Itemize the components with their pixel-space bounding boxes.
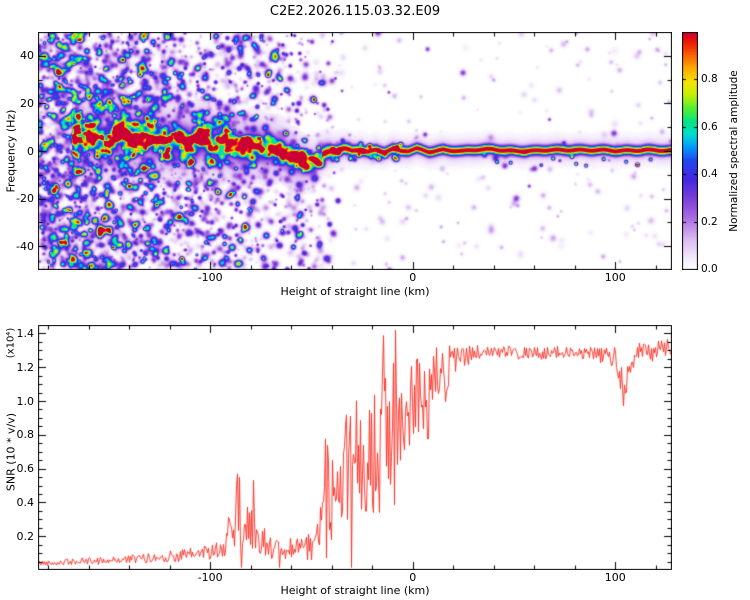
spec-x-axis-label: Height of straight line (km) <box>280 285 430 298</box>
tick-label: -100 <box>197 571 223 584</box>
tick-label: 0.8 <box>16 428 35 442</box>
tick-label: -40 <box>16 239 34 253</box>
snr-canvas <box>38 325 672 570</box>
figure-title: C2E2.2026.115.03.32.E09 <box>269 4 441 19</box>
tick-label: -20 <box>16 192 34 206</box>
tick-label: 0 <box>409 271 417 284</box>
tick-label: 0.6 <box>701 120 718 133</box>
tick-label: 1.0 <box>16 394 35 408</box>
spectrogram-canvas <box>38 32 672 270</box>
tick-label: 0.4 <box>16 495 35 509</box>
tick-label: 1.4 <box>16 326 35 340</box>
tick-label: -100 <box>197 271 223 284</box>
tick-label: 20 <box>20 96 34 110</box>
snr-y-axis-label: SNR (10 * v/v) <box>4 412 18 492</box>
tick-label: 40 <box>20 49 34 63</box>
tick-label: 0.2 <box>16 529 35 543</box>
tick-label: 0.4 <box>701 168 718 181</box>
colorbar-canvas <box>682 32 698 270</box>
colorbar-label: Normalized spectral amplitude <box>728 70 740 232</box>
tick-label: 100 <box>604 271 626 284</box>
tick-label: 100 <box>604 571 626 584</box>
tick-label: 0.2 <box>701 215 718 228</box>
tick-label: 0 <box>409 571 417 584</box>
snr-x-axis-label: Height of straight line (km) <box>280 584 430 597</box>
tick-label: 0.6 <box>16 462 35 476</box>
tick-label: 1.2 <box>16 360 35 374</box>
tick-label: 0 <box>27 144 34 158</box>
tick-label: 0.8 <box>701 73 718 86</box>
tick-label: 0.0 <box>701 263 718 275</box>
